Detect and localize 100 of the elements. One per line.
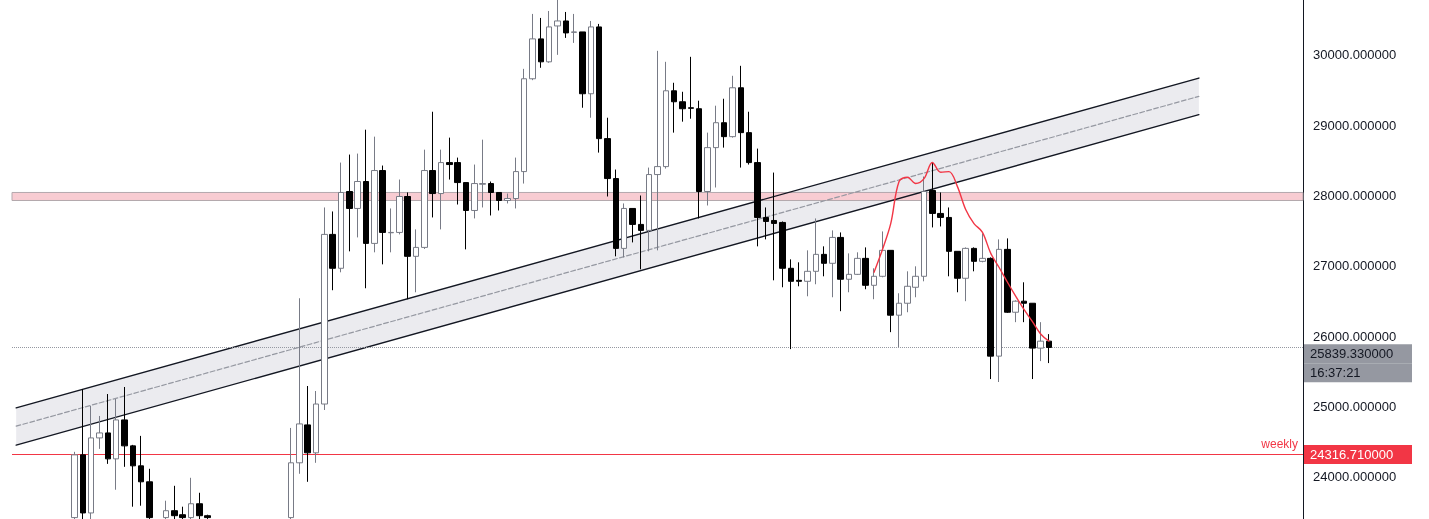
candlestick xyxy=(746,111,752,166)
candlestick xyxy=(796,261,802,287)
candlestick xyxy=(671,82,677,134)
candlestick xyxy=(679,91,686,123)
candlestick xyxy=(1037,321,1044,362)
candlestick xyxy=(688,56,694,120)
candlestick xyxy=(638,195,644,270)
y-tick-label: 24000.000000 xyxy=(1313,469,1397,485)
candlestick xyxy=(504,193,511,204)
y-tick-label: 25000.000000 xyxy=(1313,398,1397,414)
candlestick xyxy=(829,229,836,298)
candlestick xyxy=(729,75,736,139)
candlestick xyxy=(704,132,711,206)
candlestick xyxy=(779,220,786,288)
ref-line-label: weekly xyxy=(1260,436,1298,451)
candlestick xyxy=(371,136,378,253)
candlestick xyxy=(554,0,561,56)
candlestick xyxy=(588,20,594,119)
candlestick xyxy=(979,232,986,263)
candlestick xyxy=(962,246,969,302)
candlestick xyxy=(871,267,877,300)
y-tick-label: 29000.000000 xyxy=(1313,117,1397,133)
candlestick xyxy=(379,165,386,265)
candlestick xyxy=(862,246,869,290)
candlestick xyxy=(396,179,403,235)
candlestick xyxy=(654,50,661,251)
candlestick xyxy=(696,100,702,219)
y-tick-label: 26000.000000 xyxy=(1313,328,1397,344)
candlestick xyxy=(421,149,428,250)
candlestick xyxy=(821,245,827,277)
candlestick xyxy=(438,149,444,230)
candlestick xyxy=(571,13,577,44)
candlestick xyxy=(1004,237,1011,314)
candlestick xyxy=(921,176,927,282)
text: 16:37:21 xyxy=(1310,365,1361,381)
candlestick xyxy=(313,390,319,464)
text: 24316.710000 xyxy=(1310,447,1394,463)
candlestick xyxy=(596,23,602,154)
candlestick xyxy=(538,17,544,69)
candlestick xyxy=(96,415,103,450)
y-tick-label: 28000.000000 xyxy=(1313,188,1397,203)
candlestick xyxy=(163,500,169,519)
candlestick xyxy=(304,385,311,483)
candlestick xyxy=(854,251,861,276)
candlestick xyxy=(837,231,844,312)
candlestick xyxy=(429,111,436,218)
candlestick xyxy=(521,68,527,185)
candlestick xyxy=(404,191,411,300)
candlestick xyxy=(738,65,744,169)
candlestick xyxy=(363,129,369,289)
candlestick xyxy=(604,117,611,197)
candlestick xyxy=(1021,281,1027,323)
candlestick xyxy=(321,206,328,411)
candlestick xyxy=(987,256,994,380)
candlestick xyxy=(1046,333,1052,364)
candlestick xyxy=(130,444,136,508)
candlestick xyxy=(629,207,636,243)
candlestick xyxy=(346,154,353,252)
candlestick xyxy=(946,206,952,277)
candlestick xyxy=(954,250,961,293)
candlestick xyxy=(121,386,128,468)
candlestick xyxy=(721,98,727,149)
candlestick xyxy=(105,393,111,465)
candlestick xyxy=(329,210,336,291)
candlestick xyxy=(80,388,86,519)
y-tick-label: 27000.000000 xyxy=(1313,258,1397,274)
y-tick-label: 30000.000000 xyxy=(1313,47,1397,63)
candlestick xyxy=(879,230,886,278)
candlestick xyxy=(88,405,94,519)
candlestick xyxy=(804,249,811,297)
candlestick xyxy=(188,477,194,519)
candlestick xyxy=(621,202,627,258)
candlestick xyxy=(846,252,852,293)
line-series xyxy=(873,161,1050,342)
candlestick xyxy=(529,13,536,81)
candlestick xyxy=(813,217,819,285)
candlestick xyxy=(971,246,977,272)
candlestick xyxy=(996,238,1002,383)
candlestick xyxy=(1029,302,1036,380)
candlestick xyxy=(613,169,619,257)
candlestick xyxy=(288,427,294,519)
candlestick xyxy=(763,206,769,240)
candlestick xyxy=(296,297,303,475)
candlestick xyxy=(354,153,361,238)
candlestick xyxy=(563,11,569,39)
candlestick xyxy=(646,167,652,252)
candlestick xyxy=(754,148,761,247)
candlestick xyxy=(713,105,719,188)
candlestick xyxy=(788,258,794,350)
text: 25839.330000 xyxy=(1310,346,1394,362)
candlestick xyxy=(496,191,502,211)
candlestick xyxy=(388,207,394,253)
candlestick xyxy=(663,61,669,170)
candlestick xyxy=(71,451,78,519)
candlestick xyxy=(146,468,153,519)
candlestick xyxy=(546,10,552,64)
candlestick xyxy=(338,162,344,273)
candlestick xyxy=(463,182,469,250)
candlestick xyxy=(1012,299,1019,323)
candlestick xyxy=(771,172,777,281)
